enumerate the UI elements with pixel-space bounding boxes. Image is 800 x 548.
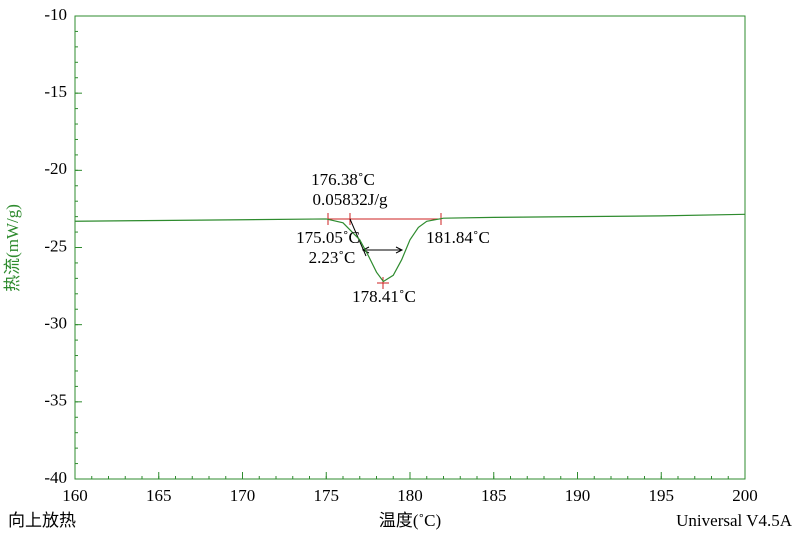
plot-frame (74, 15, 746, 480)
x-tick-label: 175 (314, 486, 340, 505)
corner-left: 向上放热 (8, 511, 76, 530)
x-tick-label: 180 (397, 486, 423, 505)
y-tick-label: -30 (44, 314, 67, 333)
x-tick-label: 190 (565, 486, 591, 505)
y-tick-label: -40 (44, 468, 67, 487)
y-axis-label: 热流(mW/g) (3, 204, 22, 292)
arrow-head (395, 246, 404, 254)
corner-right: Universal V4.5A (676, 511, 793, 530)
y-tick-label: -20 (44, 159, 67, 178)
integration-marks (327, 213, 442, 289)
x-tick-label: 200 (732, 486, 758, 505)
y-tick-label: -25 (44, 236, 67, 255)
data-line (74, 213, 746, 283)
annotation: 181.84˚C (426, 228, 490, 247)
x-tick-label: 165 (146, 486, 172, 505)
annotation: 0.05832J/g (312, 190, 388, 209)
annotation: 178.41˚C (352, 287, 416, 306)
x-axis-label: 温度(˚C) (379, 511, 441, 530)
annotation: 2.23˚C (309, 248, 356, 267)
annotation: 175.05˚C (296, 228, 360, 247)
annotation: 176.38˚C (311, 170, 375, 189)
x-tick-label: 170 (230, 486, 256, 505)
x-tick-label: 160 (62, 486, 88, 505)
x-tick-label: 185 (481, 486, 507, 505)
y-tick-label: -10 (44, 5, 67, 24)
x-tick-label: 195 (649, 486, 675, 505)
y-tick-label: -15 (44, 82, 67, 101)
y-tick-label: -35 (44, 391, 67, 410)
